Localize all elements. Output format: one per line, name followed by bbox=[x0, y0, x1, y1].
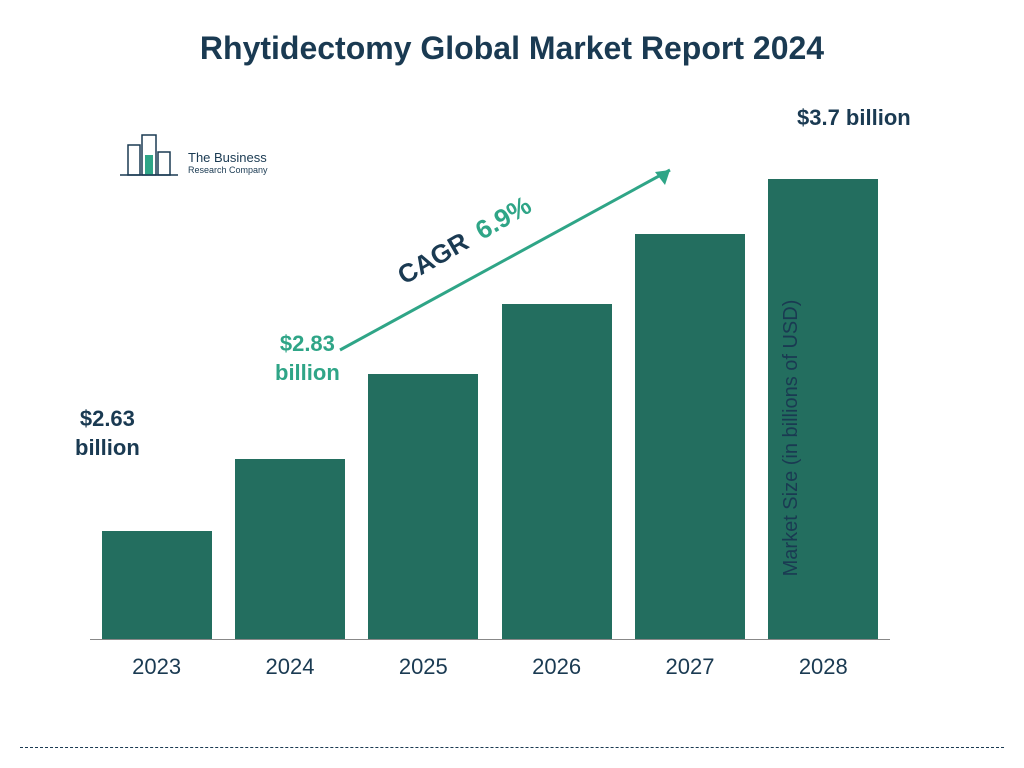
x-axis-labels: 2023 2024 2025 2026 2027 2028 bbox=[90, 654, 890, 680]
xlabel-1: 2024 bbox=[235, 654, 345, 680]
value-label-2023-amount: $2.63 bbox=[75, 405, 140, 434]
bar-2025 bbox=[368, 374, 478, 639]
bar-2023 bbox=[102, 531, 212, 639]
cagr-annotation: CAGR 6.9% bbox=[330, 150, 650, 330]
bar-2024 bbox=[235, 459, 345, 639]
xlabel-5: 2028 bbox=[768, 654, 878, 680]
y-axis-label: Market Size (in billions of USD) bbox=[780, 300, 803, 577]
xlabel-3: 2026 bbox=[502, 654, 612, 680]
growth-arrow-icon bbox=[330, 150, 700, 380]
value-label-2023: $2.63 billion bbox=[75, 405, 140, 462]
xlabel-4: 2027 bbox=[635, 654, 745, 680]
xlabel-2: 2025 bbox=[368, 654, 478, 680]
footer-divider bbox=[20, 747, 1004, 748]
page-title: Rhytidectomy Global Market Report 2024 bbox=[0, 0, 1024, 67]
xlabel-0: 2023 bbox=[102, 654, 212, 680]
value-label-2023-unit: billion bbox=[75, 434, 140, 463]
value-label-2028: $3.7 billion bbox=[797, 105, 911, 131]
